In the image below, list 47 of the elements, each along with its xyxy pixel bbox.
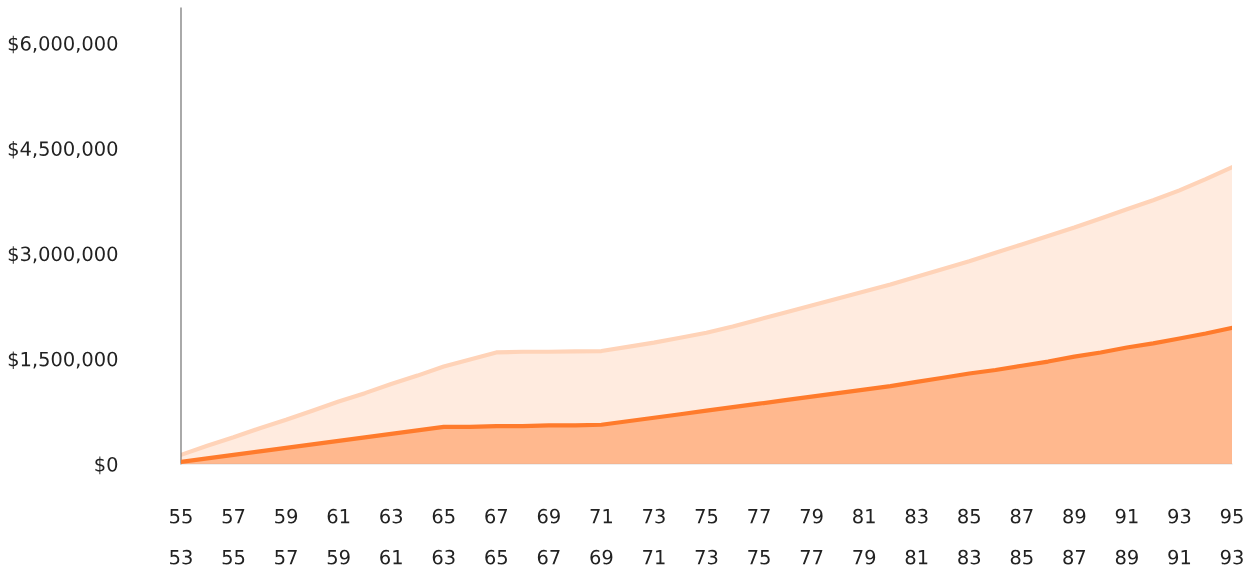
x-tick-label: 93: [1168, 508, 1191, 524]
x-tick-label: 57: [222, 509, 245, 524]
x2-tick-label: 89: [1115, 549, 1138, 565]
y-tick-label: $1,500,000: [8, 351, 118, 370]
x-tick-label: 55: [170, 509, 192, 524]
x2-tick-label: 63: [432, 549, 455, 565]
x2-tick-label: 69: [590, 549, 613, 565]
x-tick-label: 91: [1115, 508, 1138, 524]
y-tick-label: $0: [95, 456, 118, 475]
y-tick-label: $3,000,000: [8, 246, 118, 264]
x2-tick-label: 55: [222, 550, 245, 565]
x2-tick-label: 87: [1063, 549, 1086, 565]
x2-tick-label: 93: [1220, 549, 1243, 565]
x-tick-label: 79: [800, 508, 823, 524]
y-tick-label: $6,000,000: [8, 35, 118, 54]
x2-tick-label: 73: [695, 549, 718, 565]
x2-tick-label: 57: [275, 550, 297, 565]
x-tick-label: 85: [958, 508, 980, 524]
x-tick-label: 65: [432, 508, 455, 524]
x-tick-label: 71: [590, 509, 612, 524]
x-tick-label: 61: [327, 508, 350, 524]
x2-tick-label: 83: [958, 549, 981, 565]
x-tick-label: 89: [1063, 508, 1086, 524]
x2-tick-label: 81: [905, 549, 928, 565]
x-tick-label: 75: [695, 509, 718, 524]
x2-tick-label: 67: [537, 549, 560, 565]
x2-tick-label: 53: [170, 549, 192, 565]
x2-tick-label: 65: [485, 549, 507, 565]
x-tick-label: 63: [380, 508, 403, 524]
x-tick-label: 69: [537, 508, 560, 524]
x-tick-label: 73: [643, 508, 665, 524]
x2-tick-label: 71: [643, 550, 665, 565]
x-tick-label: 59: [275, 508, 298, 524]
x-tick-label: 77: [748, 509, 770, 524]
x2-tick-label: 85: [1010, 549, 1033, 565]
x2-tick-label: 59: [327, 549, 350, 565]
x-tick-label: 95: [1220, 508, 1243, 524]
x2-tick-label: 79: [853, 549, 876, 565]
x2-tick-label: 61: [380, 549, 402, 565]
x-tick-label: 87: [1010, 508, 1033, 524]
x2-tick-label: 75: [748, 550, 770, 565]
x2-tick-label: 77: [800, 550, 823, 565]
x2-tick-label: 91: [1168, 549, 1191, 565]
x-tick-label: 67: [485, 508, 508, 524]
x-tick-label: 83: [905, 508, 928, 524]
y-tick-label: $4,500,000: [8, 140, 118, 159]
x-tick-label: 81: [853, 508, 875, 524]
